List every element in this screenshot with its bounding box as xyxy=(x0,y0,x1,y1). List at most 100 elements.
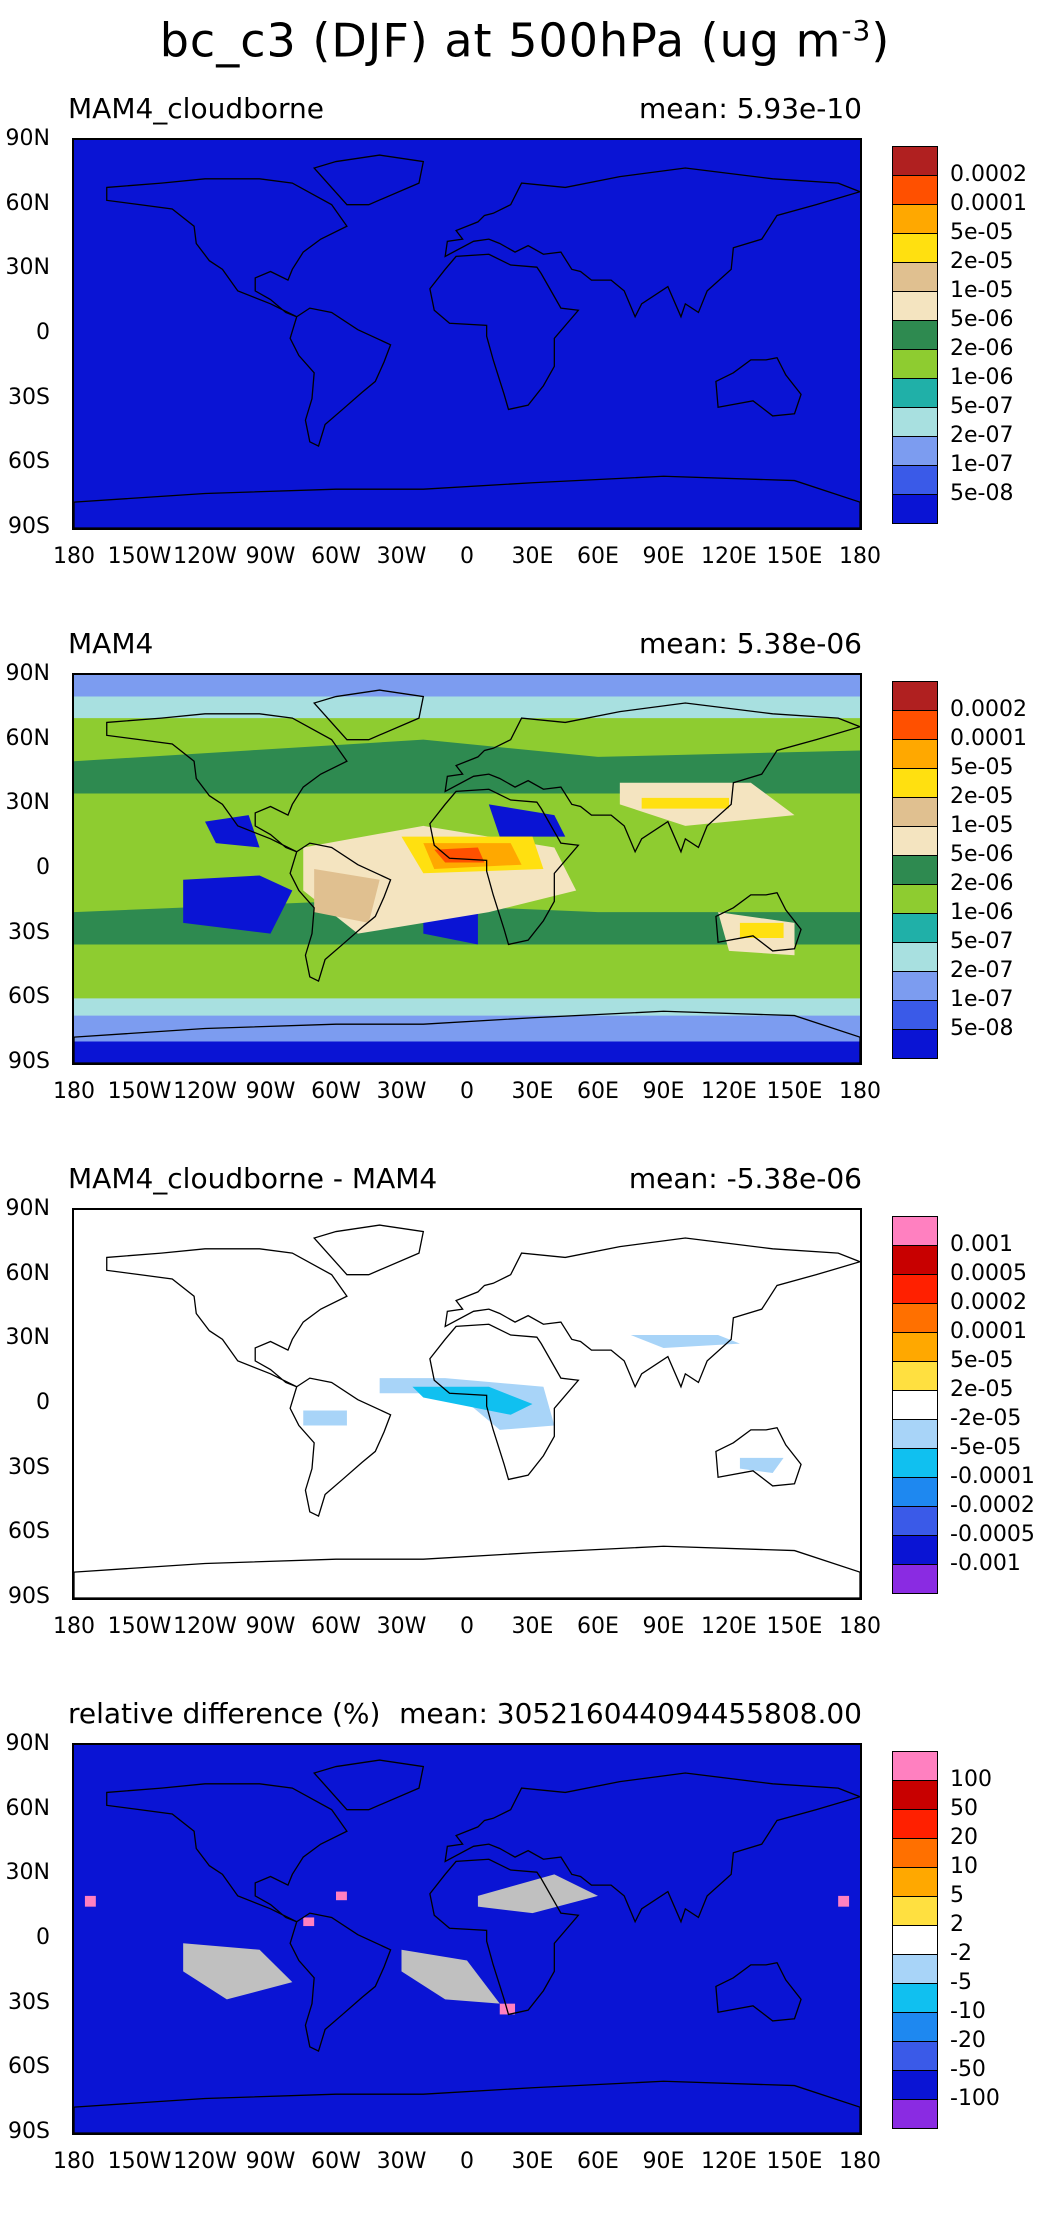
legend-label: -0.001 xyxy=(950,1551,1021,1576)
legend-swatch xyxy=(892,465,938,495)
legend-label: -0.0002 xyxy=(950,1493,1035,1518)
legend-swatch xyxy=(892,1361,938,1391)
coastline xyxy=(289,1377,392,1518)
coastline xyxy=(429,1858,580,2016)
lon-tick-label: 120W xyxy=(173,544,237,569)
lon-tick-label: 180 xyxy=(839,544,881,569)
legend-label: 1e-07 xyxy=(950,452,1014,477)
lon-tick-label: 150W xyxy=(107,1614,172,1639)
coastline xyxy=(289,1912,392,2053)
field-region xyxy=(74,998,860,1020)
legend-label: 20 xyxy=(950,1825,978,1850)
map-frame xyxy=(72,1743,862,2135)
lon-tick-label: 30W xyxy=(376,2149,427,2174)
field-region xyxy=(74,1015,860,1042)
field-region xyxy=(205,815,260,848)
lat-tick-label: 90N xyxy=(5,126,50,151)
lon-tick-label: 90E xyxy=(642,2149,685,2174)
legend-swatch xyxy=(892,1983,938,2013)
legend-label: 5 xyxy=(950,1883,964,1908)
lon-tick-label: 180 xyxy=(53,1614,95,1639)
coastline xyxy=(429,1323,580,1481)
legend-label: -50 xyxy=(950,2057,986,2082)
legend-swatch xyxy=(892,2012,938,2042)
map-frame xyxy=(72,138,862,530)
legend-swatch xyxy=(892,971,938,1001)
field-region xyxy=(412,1386,533,1415)
coastline xyxy=(74,2080,860,2133)
lat-tick-label: 30N xyxy=(5,1860,50,1886)
legend-label: -2 xyxy=(950,1941,972,1966)
legend-swatch xyxy=(892,826,938,856)
coastline xyxy=(429,253,580,411)
lat-tick-label: 60N xyxy=(5,190,50,216)
lat-tick-label: 60N xyxy=(5,725,50,751)
legend-swatch xyxy=(892,1506,938,1536)
legend-label: 2e-05 xyxy=(950,249,1014,274)
field-region xyxy=(183,1943,293,2000)
legend-swatch xyxy=(892,1029,938,1059)
legend-swatch xyxy=(892,2070,938,2100)
lon-tick-label: 60E xyxy=(577,1079,619,1104)
coastline xyxy=(715,1426,802,1487)
lat-tick-label: 60S xyxy=(8,2054,50,2080)
legend-label: 5e-08 xyxy=(950,1016,1014,1041)
coastline xyxy=(715,891,802,952)
legend-swatch xyxy=(892,1303,938,1333)
map-panel: relative difference (%) mean: 30521604409… xyxy=(0,1695,1050,2225)
legend-label: -20 xyxy=(950,2028,986,2053)
legend-swatch xyxy=(892,1419,938,1449)
legend-label: 5e-07 xyxy=(950,929,1014,954)
panel-name: MAM4_cloudborne xyxy=(68,92,325,125)
field-region xyxy=(74,696,860,719)
legend-label: 2e-05 xyxy=(950,1377,1014,1402)
legend-label: 0.001 xyxy=(950,1232,1013,1257)
lon-tick-label: 150E xyxy=(766,2149,823,2174)
lon-tick-label: 30W xyxy=(376,1614,427,1639)
field-region xyxy=(630,1335,740,1348)
field-region xyxy=(739,1457,784,1473)
field-region xyxy=(401,1949,500,2004)
legend-label: 1e-05 xyxy=(950,278,1014,303)
lon-tick-label: 120E xyxy=(701,2149,757,2174)
lon-tick-label: 90W xyxy=(245,544,296,569)
field-region xyxy=(314,869,380,923)
coastline xyxy=(312,1224,425,1276)
field-region xyxy=(641,797,729,809)
legend-label: 10 xyxy=(950,1854,978,1879)
legend-swatch xyxy=(892,1564,938,1594)
lat-tick-label: 30S xyxy=(8,1454,50,1480)
legend-label: 0.0005 xyxy=(950,1261,1027,1286)
lon-tick-label: 30E xyxy=(511,544,554,569)
legend-label: -0.0001 xyxy=(950,1464,1035,1489)
lat-tick-label: 30S xyxy=(8,384,50,410)
lon-tick-label: 60W xyxy=(311,544,361,569)
panel-name: relative difference (%) xyxy=(68,1697,381,1730)
field-region xyxy=(74,1041,860,1063)
legend-swatch xyxy=(892,378,938,408)
map-svg xyxy=(74,1210,860,1598)
legend-swatch xyxy=(892,1809,938,1839)
legend-label: -100 xyxy=(950,2086,1000,2111)
legend-label: 5e-06 xyxy=(950,307,1014,332)
panel-mean: mean: -5.38e-06 xyxy=(628,1162,862,1195)
lon-tick-label: 30E xyxy=(511,1614,554,1639)
lat-tick-label: 0 xyxy=(36,1925,50,1950)
lat-tick-label: 60S xyxy=(8,984,50,1010)
map-background xyxy=(74,1745,860,2133)
lon-tick-label: 60E xyxy=(577,2149,619,2174)
coastline xyxy=(429,788,580,946)
lat-tick-label: 90S xyxy=(8,1584,50,1609)
legend-label: 2e-06 xyxy=(950,871,1014,896)
legend-label: 1e-06 xyxy=(950,900,1014,925)
lon-tick-label: 90W xyxy=(245,1614,296,1639)
map-panel: MAM4 mean: 5.38e-06 90N 60N 30N 0 30S 60S 90S 180… xyxy=(0,625,1050,1155)
legend-swatch xyxy=(892,797,938,827)
legend-swatch xyxy=(892,1390,938,1420)
legend-swatch xyxy=(892,2041,938,2071)
lon-tick-label: 60E xyxy=(577,544,619,569)
lon-tick-label: 180 xyxy=(839,2149,881,2174)
lon-tick-label: 150W xyxy=(107,1079,172,1104)
legend-label: 0.0002 xyxy=(950,162,1027,187)
legend-label: -10 xyxy=(950,1999,986,2024)
